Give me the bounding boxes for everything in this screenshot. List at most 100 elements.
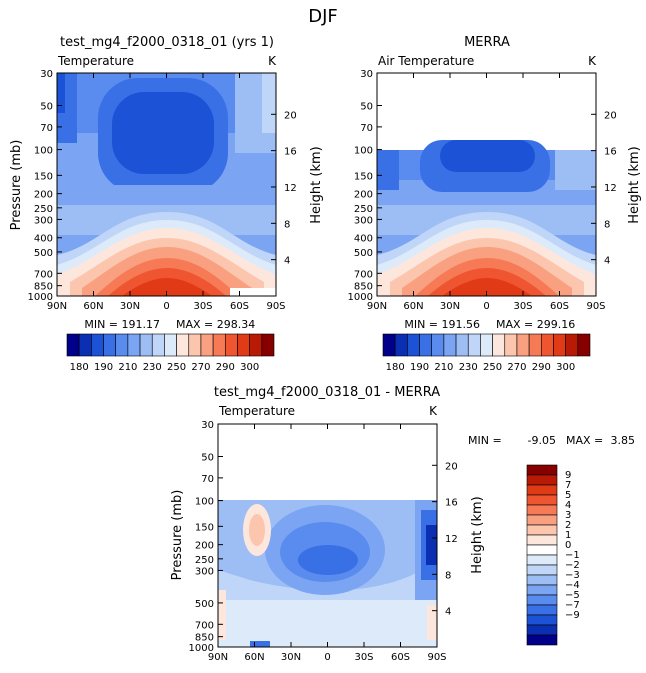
colorbar-swatch [78, 333, 92, 357]
y-right-tick-label: 8 [445, 570, 451, 581]
colorbar-tick-label: 300 [556, 362, 575, 373]
colorbar-tick-label: 1 [565, 530, 571, 541]
y-tick-label: 500 [34, 248, 53, 259]
x-tick-label: 60S [550, 301, 569, 312]
contour-field [57, 73, 276, 296]
figure-title: DJF [308, 6, 338, 27]
x-tick-label: 90S [266, 301, 285, 312]
colorbar-swatch [526, 524, 558, 536]
colorbar-tick-label: 190 [410, 362, 429, 373]
colorbar-swatch [261, 333, 275, 357]
max-label: MAX = [566, 434, 603, 447]
y-tick-label: 200 [195, 541, 214, 552]
y-right-tick-label: 16 [445, 498, 458, 509]
y-tick-label: 300 [354, 215, 373, 226]
colorbar-tick-label: 4 [565, 500, 571, 511]
y-right-tick-label: 8 [284, 219, 290, 230]
panel-difference: test_mg4_f2000_0318_01 - MERRA Temperatu… [170, 385, 635, 663]
y-tick-label: 70 [201, 474, 214, 485]
y-axis-label: Pressure (mb) [9, 140, 24, 231]
min-label: MIN = 191.17 [84, 318, 160, 331]
colorbar-swatch [526, 474, 558, 486]
colorbar-swatch [526, 484, 558, 496]
colorbar-swatch [212, 333, 226, 357]
colorbar-swatch [164, 333, 177, 357]
colorbar-tick-label: −5 [565, 590, 580, 601]
colorbar-tick-label: −4 [565, 580, 580, 591]
colorbar-tick-label: −7 [565, 600, 580, 611]
y-axis-right-label: Height (km) [627, 146, 642, 223]
colorbar-tick-label: 0 [565, 540, 571, 551]
colorbar-tick-label: 230 [459, 362, 478, 373]
colorbar-tick-label: 290 [216, 362, 235, 373]
colorbar-swatch [528, 333, 542, 357]
y-tick-label: 700 [354, 269, 373, 280]
colorbar-swatch [526, 554, 558, 566]
min-label: MIN = [468, 434, 502, 447]
x-axis: 90N 60N 30N 0 30S 60S 90S [208, 424, 447, 663]
colorbar-tick-label: 270 [507, 362, 526, 373]
x-tick-label: 60S [391, 652, 410, 663]
colorbar-swatch [66, 333, 80, 357]
y-tick-label: 70 [40, 123, 53, 134]
y-tick-label: 150 [195, 522, 214, 533]
y-tick-label: 400 [34, 234, 53, 245]
colorbar-swatch [526, 564, 558, 576]
colorbar-swatch [115, 333, 129, 357]
max-value: 3.85 [611, 434, 636, 447]
y-tick-label: 1000 [348, 292, 373, 303]
colorbar: 180 190 210 230 250 270 290 300 [66, 333, 275, 373]
y-tick-label: 30 [360, 69, 373, 80]
x-tick-label: 30S [354, 652, 373, 663]
y-right-tick-label: 12 [284, 183, 297, 194]
y-tick-label: 1000 [28, 292, 53, 303]
x-tick-label: 0 [324, 652, 330, 663]
colorbar-tick-label: −2 [565, 560, 580, 571]
y-axis-right: 20 16 12 8 4 [271, 110, 297, 267]
y-tick-label: 50 [360, 101, 373, 112]
y-right-tick-label: 8 [604, 219, 610, 230]
colorbar-swatch [540, 333, 554, 357]
colorbar-tick-label: 190 [94, 362, 113, 373]
y-tick-label: 100 [354, 146, 373, 157]
y-tick-label: 500 [195, 599, 214, 610]
x-tick-label: 60N [83, 301, 103, 312]
colorbar-tick-label: 9 [565, 470, 571, 481]
colorbar-swatch [103, 333, 117, 357]
x-tick-label: 0 [483, 301, 489, 312]
colorbar-swatch [526, 494, 558, 506]
x-tick-label: 60N [403, 301, 423, 312]
x-tick-label: 90N [367, 301, 387, 312]
min-value: -9.05 [528, 434, 556, 447]
colorbar-tick-label: 270 [191, 362, 210, 373]
y-tick-label: 300 [195, 566, 214, 577]
max-label: MAX = 298.34 [176, 318, 255, 331]
y-axis-right-label: Height (km) [309, 146, 324, 223]
x-tick-label: 0 [163, 301, 169, 312]
colorbar-swatch [480, 333, 493, 357]
panel-subtitle-left: Temperature [218, 404, 295, 418]
colorbar-swatch [526, 574, 558, 586]
y-axis-label: Pressure (mb) [170, 490, 185, 581]
y-right-tick-label: 12 [604, 183, 617, 194]
colorbar-swatch [382, 333, 396, 357]
y-tick-label: 100 [195, 497, 214, 508]
y-right-tick-label: 16 [604, 147, 617, 158]
x-tick-label: 90N [208, 652, 228, 663]
x-tick-label: 30S [513, 301, 532, 312]
colorbar-swatch [553, 333, 566, 357]
y-tick-label: 150 [34, 171, 53, 182]
y-tick-label: 150 [354, 171, 373, 182]
colorbar-swatch [394, 333, 408, 357]
y-tick-label: 200 [34, 190, 53, 201]
y-tick-label: 250 [34, 204, 53, 215]
y-axis-right: 20 16 12 8 4 [591, 110, 617, 267]
y-tick-label: 500 [354, 248, 373, 259]
y-tick-label: 1000 [189, 643, 214, 654]
colorbar-swatch [565, 333, 579, 357]
x-tick-label: 90S [586, 301, 605, 312]
colorbar-tick-label: 250 [167, 362, 186, 373]
